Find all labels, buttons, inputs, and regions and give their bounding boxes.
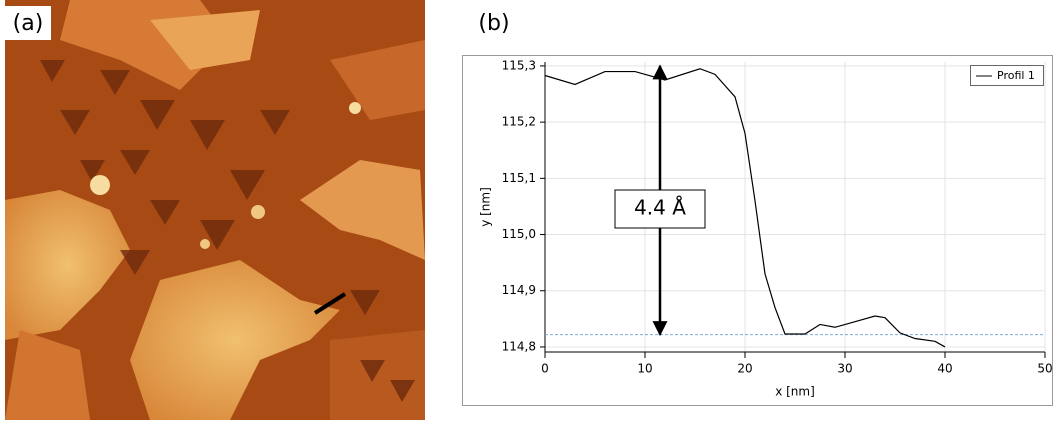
x-tick-label: 40 bbox=[937, 362, 952, 376]
x-tick-label: 30 bbox=[837, 362, 852, 376]
x-tick-label: 0 bbox=[541, 362, 549, 376]
legend-label: Profil 1 bbox=[997, 69, 1035, 82]
x-tick-label: 20 bbox=[737, 362, 752, 376]
y-tick-label: 115,3 bbox=[502, 58, 536, 72]
y-tick-label: 114,9 bbox=[502, 283, 536, 297]
y-tick-label: 115,1 bbox=[502, 171, 536, 185]
annotation-text: 4.4 Å bbox=[634, 196, 686, 220]
y-tick-label: 115,0 bbox=[502, 227, 536, 241]
x-axis-title: x [nm] bbox=[775, 385, 815, 399]
panel-label: (a) bbox=[13, 11, 44, 36]
x-tick-label: 50 bbox=[1037, 362, 1052, 376]
x-tick-label: 10 bbox=[637, 362, 652, 376]
chart-frame bbox=[462, 55, 1053, 406]
y-axis-title: y [nm] bbox=[479, 187, 493, 227]
legend-box bbox=[970, 65, 1044, 86]
panel-label-box bbox=[5, 6, 51, 40]
y-tick-label: 115,2 bbox=[502, 115, 536, 129]
annotation-box bbox=[614, 189, 706, 229]
panel-label: (b) bbox=[478, 11, 509, 36]
stm-image bbox=[5, 0, 425, 420]
y-tick-label: 114,8 bbox=[502, 339, 536, 353]
